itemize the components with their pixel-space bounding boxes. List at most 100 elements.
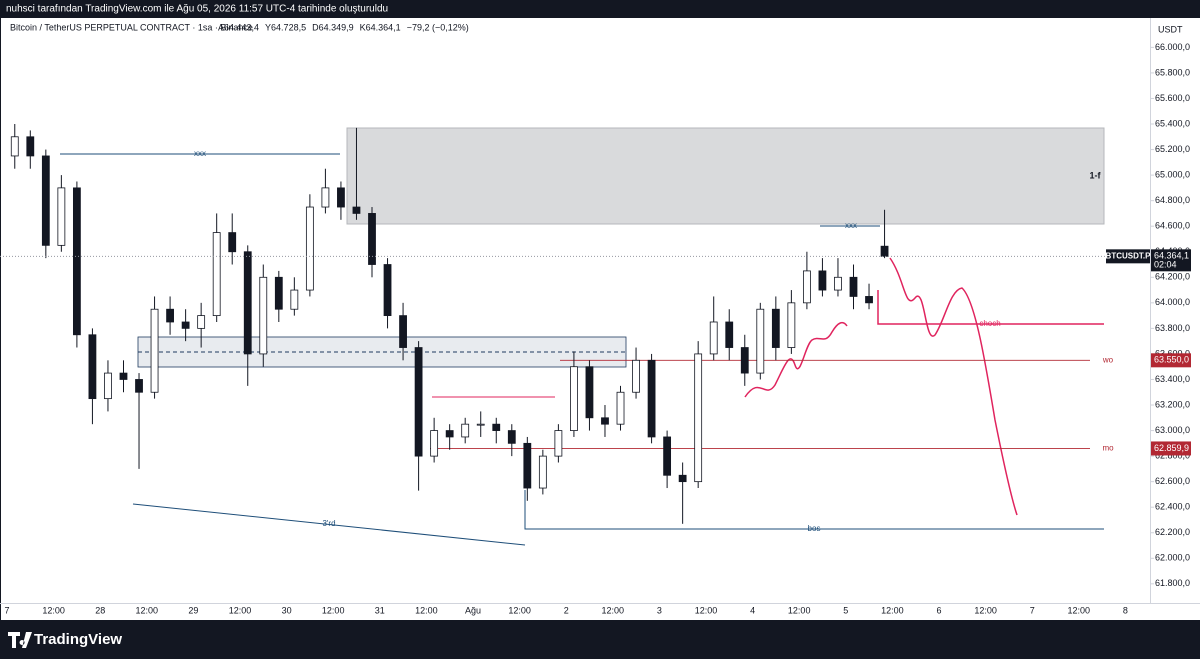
candle-body: [787, 302, 796, 348]
candle-body: [135, 379, 143, 393]
y-tick-label: 64.200,0: [1155, 272, 1190, 282]
level-name: wo: [1102, 355, 1114, 364]
y-tick-label: 65.200,0: [1155, 144, 1190, 154]
candle-body: [880, 245, 889, 257]
candle-body: [632, 359, 640, 393]
x-tick-label: 3: [657, 605, 662, 615]
y-tick-label: 63.800,0: [1155, 323, 1190, 333]
countdown: 02:04: [1154, 260, 1177, 270]
y-tick-label: 62.400,0: [1155, 502, 1190, 512]
y-tick-label: 63.200,0: [1155, 399, 1190, 409]
candle-body: [678, 474, 687, 483]
x-tick-label: 12:00: [881, 605, 904, 615]
zone-box: [346, 127, 1105, 225]
candle-body: [663, 436, 672, 476]
candle-body: [104, 372, 112, 400]
drawing-label: 1-f: [1090, 170, 1102, 180]
candle-body: [849, 276, 858, 297]
candle-body: [181, 321, 190, 329]
candle-body: [10, 136, 19, 157]
header-bar: [0, 0, 1200, 18]
candle-body: [72, 187, 81, 336]
x-tick-label: 6: [936, 605, 941, 615]
drawing-label: choch: [979, 319, 1000, 328]
candle-body: [274, 276, 283, 310]
candle-body: [337, 187, 345, 208]
logo-mark: [8, 632, 32, 648]
candle-body: [88, 334, 97, 400]
candle-body: [554, 430, 563, 457]
x-tick-label: 29: [188, 605, 198, 615]
candle-body: [228, 232, 237, 253]
candle-body: [352, 206, 361, 214]
candle-body: [601, 417, 609, 425]
y-tick-label: 63.600,0: [1155, 348, 1190, 358]
x-tick-label: 8: [1123, 605, 1128, 615]
brand: TradingView: [34, 631, 122, 648]
candle-body: [150, 308, 159, 393]
candle-body: [818, 270, 827, 291]
candle-body: [368, 213, 376, 265]
candle-body: [119, 372, 128, 380]
candle-body: [523, 442, 532, 489]
candle-body: [259, 276, 268, 355]
choch-line: [877, 290, 1104, 325]
candle-body: [26, 136, 35, 157]
candle-body: [290, 289, 299, 310]
candle-body: [834, 276, 842, 291]
x-tick-label: 12:00: [974, 605, 997, 615]
x-tick-label: 7: [1030, 605, 1035, 615]
ohlc-value: Y64.728,5: [265, 22, 306, 32]
drawing-label: xxx: [194, 149, 206, 158]
y-tick-label: 63.400,0: [1155, 374, 1190, 384]
level-label-box: [1151, 441, 1191, 456]
candle-body: [399, 315, 407, 348]
y-tick-label: 65.600,0: [1155, 93, 1190, 103]
candle-body: [414, 347, 423, 457]
candle-body: [243, 251, 252, 355]
candle-body: [492, 423, 501, 431]
candle-body: [476, 423, 485, 426]
x-tick-label: 2: [564, 605, 569, 615]
x-tick-label: 12:00: [229, 605, 252, 615]
x-tick-label: 28: [95, 605, 105, 615]
candle-body: [771, 308, 780, 348]
candle-body: [694, 353, 703, 483]
drawing-label: xxx: [845, 221, 857, 230]
candle-body: [616, 391, 625, 425]
candle-body: [41, 155, 50, 246]
y-tick-label: 62.600,0: [1155, 476, 1190, 486]
x-tick-label: 12:00: [415, 605, 438, 615]
level-label: 62.859,9: [1154, 443, 1189, 453]
candle-body: [740, 347, 749, 374]
candle-body: [802, 270, 811, 304]
y-tick-label: 62.000,0: [1155, 553, 1190, 563]
y-tick-label: 62.200,0: [1155, 527, 1190, 537]
candle-body: [197, 315, 206, 329]
projection-path: [744, 321, 848, 398]
x-tick-label: 4: [750, 605, 755, 615]
caption: nuhsci tarafından TradingView.com ile Ağ…: [6, 4, 388, 15]
candle-body: [647, 359, 656, 438]
candle-body: [212, 232, 221, 317]
x-tick-label: 12:00: [322, 605, 345, 615]
level-label: 63.550,0: [1154, 355, 1189, 365]
trend-line: [132, 503, 526, 546]
bos-line: [524, 490, 1104, 530]
candle-body: [461, 423, 470, 438]
y-tick-label: 65.000,0: [1155, 169, 1190, 179]
x-tick-label: 7: [4, 605, 9, 615]
candle-body: [166, 308, 174, 323]
x-tick-label: 30: [282, 605, 292, 615]
ohlc-value: K64.364,1: [360, 22, 401, 32]
candle-body: [725, 321, 734, 348]
last-price-label: 64.364,1: [1154, 251, 1189, 261]
x-tick-label: 31: [375, 605, 385, 615]
candle-body: [538, 455, 547, 489]
x-tick-label: 12:00: [695, 605, 718, 615]
projection-path: [889, 257, 1018, 516]
x-tick-label: 12:00: [602, 605, 625, 615]
candle-body: [570, 366, 578, 431]
